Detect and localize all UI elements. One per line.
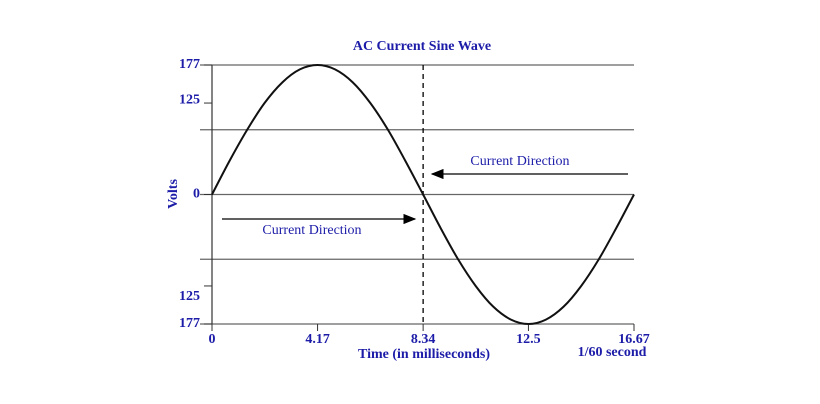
annotation: 1/60 second — [578, 345, 647, 360]
y-tick-label: 0 — [193, 187, 200, 202]
x-tick-label: 16.67 — [618, 332, 650, 347]
x-tick-label: 8.34 — [411, 332, 436, 347]
chart-title: AC Current Sine Wave — [353, 39, 491, 54]
x-axis-label: Time (in milliseconds) — [358, 347, 490, 362]
x-tick-label: 0 — [209, 332, 216, 347]
annotation: Current Direction — [262, 223, 361, 238]
y-axis-label: Volts — [166, 179, 181, 209]
y-tick-label: 125 — [179, 289, 200, 304]
y-tick-label: 125 — [179, 92, 200, 107]
x-tick-label: 12.5 — [516, 332, 541, 347]
annotation: Current Direction — [470, 154, 569, 169]
y-tick-label: 177 — [179, 316, 200, 331]
series-line — [211, 63, 635, 326]
y-tick-label: 177 — [179, 57, 200, 72]
x-tick-label: 4.17 — [305, 332, 330, 347]
